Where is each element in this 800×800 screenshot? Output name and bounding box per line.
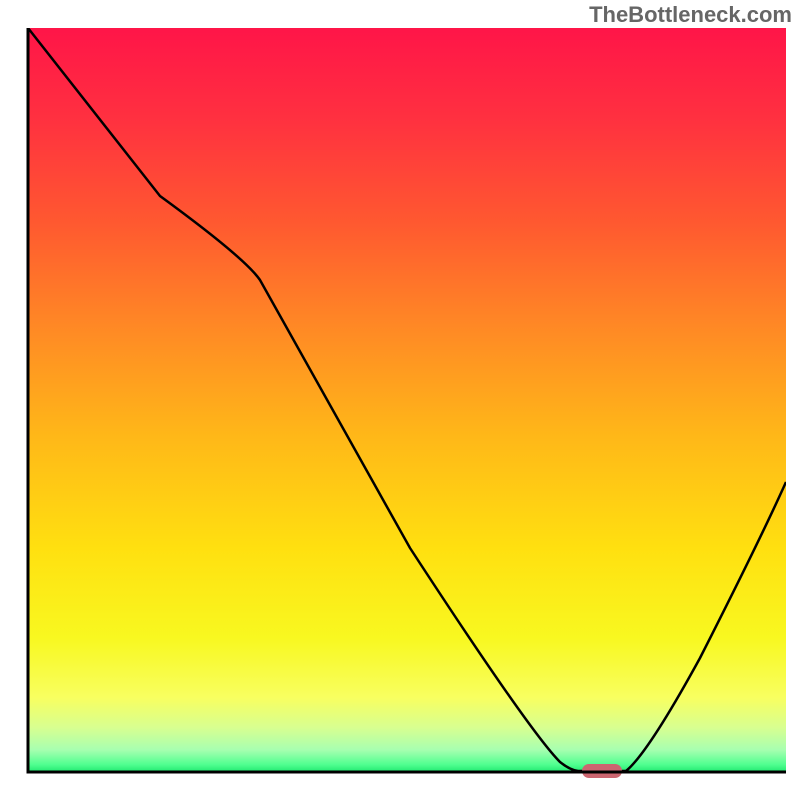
chart-container: [0, 0, 800, 800]
watermark-text: TheBottleneck.com: [589, 2, 792, 28]
plot-background: [28, 28, 786, 772]
bottleneck-chart: [0, 0, 800, 800]
